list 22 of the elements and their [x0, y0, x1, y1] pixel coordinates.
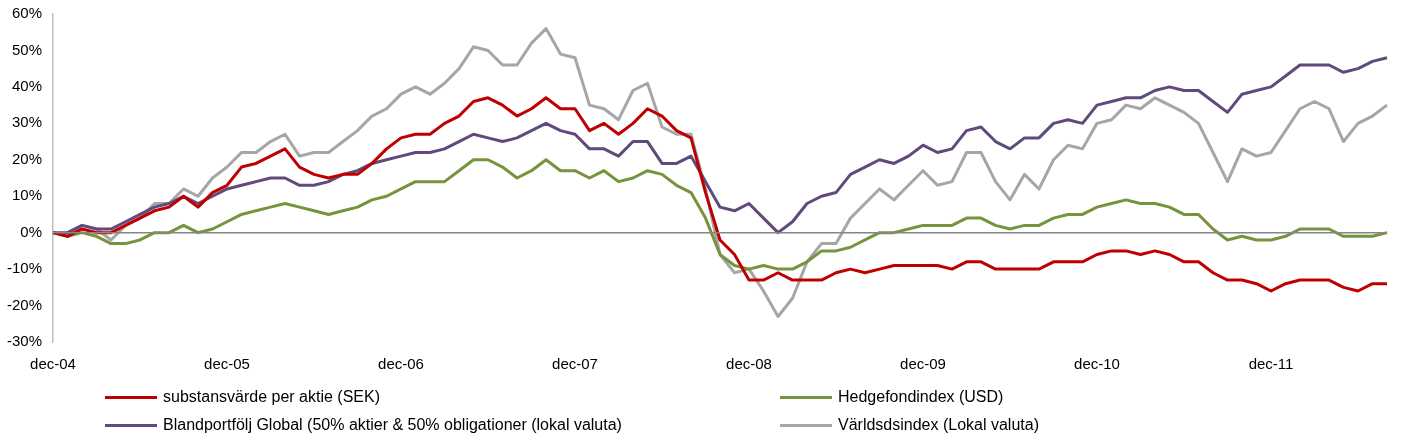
y-tick-label: -10% [6, 259, 43, 277]
x-tick-label: dec-11 [1248, 355, 1294, 373]
y-tick-label: -20% [6, 295, 43, 313]
y-tick-label: 10% [11, 186, 43, 204]
x-tick-label: dec-07 [552, 355, 598, 373]
y-tick-label: 40% [11, 77, 43, 95]
y-tick-label: 20% [11, 149, 43, 167]
y-tick-label: 60% [11, 4, 43, 22]
x-tick-label: dec-09 [900, 355, 946, 373]
x-tick-label: dec-04 [30, 355, 76, 373]
x-tick-label: dec-06 [378, 355, 424, 373]
legend-label: substansvärde per aktie (SEK) [163, 388, 380, 406]
x-tick-label: dec-05 [204, 355, 250, 373]
x-tick-label: dec-10 [1074, 355, 1120, 373]
y-tick-label: 30% [11, 113, 43, 131]
legend-label: Blandportfölj Global (50% aktier & 50% obligationer (lokal valuta) [163, 416, 622, 434]
y-tick-label: 0% [20, 222, 43, 240]
x-tick-label: dec-08 [726, 355, 772, 373]
legend-label: Världsdsindex (Lokal valuta) [838, 416, 1039, 434]
y-tick-label: 50% [11, 40, 43, 58]
y-tick-label: -30% [6, 332, 43, 350]
legend-label: Hedgefondindex (USD) [838, 388, 1004, 406]
